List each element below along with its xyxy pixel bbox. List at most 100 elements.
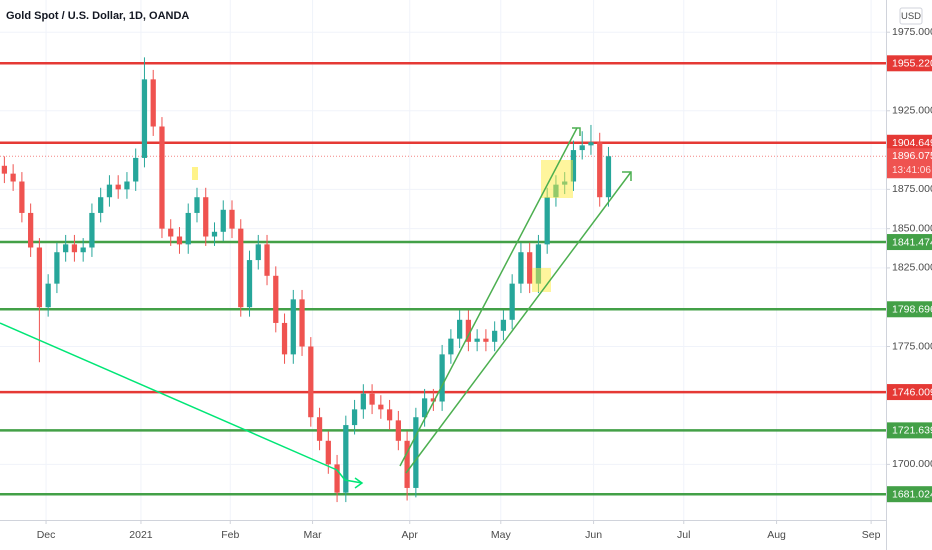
- arrow-head: [572, 127, 581, 136]
- candle-body: [570, 150, 577, 182]
- x-tick-label: May: [491, 529, 512, 541]
- currency-box[interactable]: [899, 7, 923, 25]
- candle-body: [255, 244, 261, 261]
- level-label: 1841.474: [892, 236, 932, 248]
- x-tick-label: Mar: [304, 529, 323, 541]
- level-label-box: [887, 486, 932, 503]
- candle-body: [483, 338, 489, 342]
- candle-body: [98, 197, 104, 213]
- candle-body: [378, 404, 384, 410]
- currency-label[interactable]: USD: [901, 11, 921, 22]
- y-tick-label: 1775.000: [892, 340, 932, 352]
- candle-body: [28, 212, 34, 248]
- candle-body: [133, 157, 139, 182]
- candle-body: [220, 209, 226, 232]
- candle-body: [36, 247, 43, 308]
- y-tick-label: 1700.000: [892, 458, 932, 470]
- last-price-label: 1896.075: [892, 150, 932, 162]
- candle-body: [281, 322, 288, 355]
- candle-body: [544, 197, 550, 245]
- candle-body: [238, 228, 244, 308]
- candle-body: [1, 165, 8, 174]
- highlight-box: [192, 167, 198, 180]
- candle-body: [203, 197, 209, 237]
- candle-body: [264, 244, 270, 276]
- candle-body: [316, 417, 323, 441]
- candle-body: [509, 283, 515, 320]
- x-tick-label: Apr: [402, 529, 419, 541]
- x-tick-label: Dec: [37, 529, 56, 541]
- candle-body: [185, 212, 191, 245]
- level-label-box: [887, 384, 932, 401]
- arrow: [336, 469, 363, 484]
- channel-line: [405, 171, 632, 474]
- level-label-box: [887, 55, 932, 72]
- arrow-head: [622, 171, 632, 181]
- candle-body: [518, 252, 524, 284]
- candle-body: [19, 181, 25, 213]
- candle-body: [351, 409, 358, 426]
- candle-body: [597, 142, 603, 198]
- candle-body: [343, 425, 349, 493]
- candle-body: [124, 181, 130, 190]
- y-tick-label: 1875.000: [892, 183, 932, 195]
- candle-body: [150, 79, 156, 127]
- candle-body: [465, 319, 472, 342]
- y-tick-label: 1925.000: [892, 105, 932, 117]
- candle-body: [246, 260, 253, 308]
- candle-body: [54, 252, 60, 284]
- countdown-label: 13:41:06: [892, 165, 931, 176]
- level-label-box: [887, 134, 932, 151]
- y-tick-label: 1850.000: [892, 222, 932, 234]
- candle-body: [535, 244, 542, 284]
- highlight-box: [532, 268, 551, 292]
- x-tick-label: Jul: [677, 529, 690, 541]
- level-label-box: [887, 422, 932, 439]
- level-label: 1681.024: [892, 488, 932, 500]
- level-label: 1746.009: [892, 386, 932, 398]
- candle-body: [63, 244, 69, 253]
- candle-body: [369, 393, 375, 405]
- axes: 1975.000 1925.000 1875.000 1850.000 1825.000…: [37, 26, 932, 541]
- level-label: 1798.696: [892, 304, 932, 316]
- candle-body: [404, 440, 410, 488]
- y-tick-label: 1825.000: [892, 262, 932, 274]
- arrow-head: [354, 477, 364, 489]
- candle-body: [89, 212, 95, 248]
- candle-body: [211, 231, 218, 237]
- level-label-box: [887, 234, 932, 251]
- candle-body: [325, 440, 331, 465]
- candle-body: [194, 197, 200, 213]
- level-label: 1904.649: [892, 137, 932, 149]
- x-tick-label: Aug: [767, 529, 786, 541]
- candle-body: [80, 247, 86, 253]
- x-tick-label: Feb: [221, 529, 239, 541]
- candle-body: [290, 299, 296, 355]
- candle-body: [106, 184, 113, 198]
- candle-body: [500, 319, 507, 331]
- candle-body: [579, 145, 585, 151]
- x-tick-label: 2021: [129, 529, 153, 541]
- candle-body: [273, 275, 279, 323]
- candle-body: [492, 330, 498, 342]
- candle-body: [334, 464, 340, 493]
- trend-line: [0, 322, 338, 471]
- candle-body: [71, 244, 78, 253]
- candle-body: [115, 184, 121, 190]
- candle-body: [413, 417, 419, 488]
- level-label: 1721.639: [892, 425, 932, 437]
- candle-body: [527, 252, 533, 284]
- candle-body: [588, 142, 594, 146]
- grid: [0, 0, 886, 520]
- candle-body: [421, 398, 428, 418]
- level-label: 1955.220: [892, 58, 932, 70]
- last-price-box: [887, 148, 932, 179]
- level-label-box: [887, 301, 932, 318]
- x-tick-label: Jun: [585, 529, 602, 541]
- candle-body: [360, 393, 366, 410]
- channel-line: [399, 127, 578, 467]
- candle-body: [45, 283, 51, 308]
- candle-body: [299, 299, 305, 347]
